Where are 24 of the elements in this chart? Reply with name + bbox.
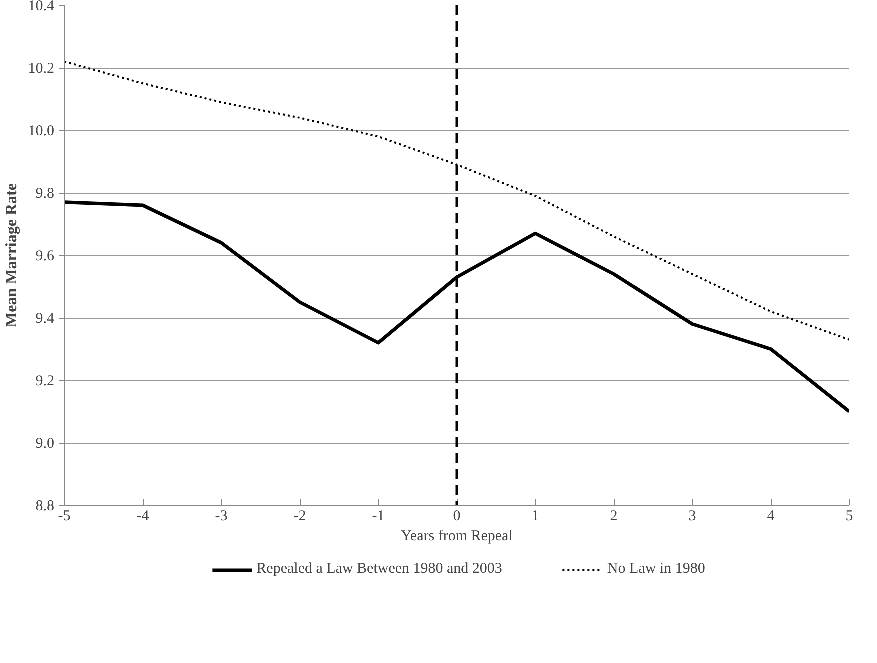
x-tick-label: -2 bbox=[294, 508, 306, 524]
y-tick-label: 9.4 bbox=[36, 311, 55, 327]
y-axis-title: Mean Marriage Rate bbox=[3, 184, 20, 328]
x-tick-label: 0 bbox=[453, 508, 461, 524]
x-tick-label: -5 bbox=[58, 508, 71, 524]
x-tick-label: 2 bbox=[610, 508, 618, 524]
y-tick-label: 9.8 bbox=[36, 186, 54, 202]
x-tick-label: 1 bbox=[532, 508, 540, 524]
x-tick-label: 4 bbox=[767, 508, 776, 524]
x-tick-label: 5 bbox=[846, 508, 854, 524]
x-tick-label: 3 bbox=[688, 508, 696, 524]
y-tick-label: 9.0 bbox=[36, 436, 54, 452]
y-tick-label: 8.8 bbox=[36, 498, 54, 514]
legend-label: Repealed a Law Between 1980 and 2003 bbox=[256, 561, 502, 578]
legend-label: No Law in 1980 bbox=[607, 561, 706, 578]
y-tick-label: 10.4 bbox=[28, 0, 55, 14]
y-tick-label: 9.6 bbox=[36, 248, 55, 264]
y-tick-label: 9.2 bbox=[36, 374, 54, 390]
x-tick-label: -3 bbox=[215, 508, 228, 524]
x-tick-label: -4 bbox=[136, 508, 150, 524]
x-axis-title: Years from Repeal bbox=[401, 528, 513, 544]
y-tick-label: 10.2 bbox=[28, 61, 54, 77]
x-tick-label: -1 bbox=[372, 508, 385, 524]
y-tick-label: 10.0 bbox=[28, 124, 54, 140]
